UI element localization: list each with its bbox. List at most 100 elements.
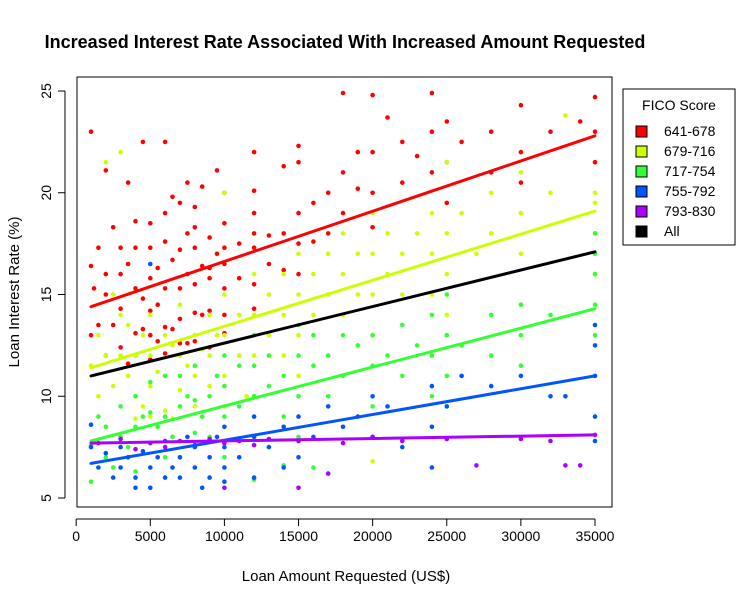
- point-641-678-129: [251, 231, 257, 236]
- point-641-678-86: [370, 149, 375, 155]
- point-679-716-28: [192, 373, 198, 379]
- point-641-678-117: [185, 341, 190, 346]
- point-755-792-3: [103, 450, 109, 456]
- point-641-678-19: [148, 245, 153, 250]
- point-679-716-96: [110, 292, 116, 297]
- point-641-678-68: [281, 231, 287, 236]
- legend-label-717-754: 717-754: [664, 163, 716, 179]
- legend-label-641-678: 641-678: [664, 123, 716, 139]
- point-717-754-74: [548, 312, 553, 318]
- point-793-830-22: [548, 438, 553, 444]
- legend-label-All: All: [664, 223, 680, 239]
- point-641-678-79: [325, 231, 331, 236]
- y-axis-label: Loan Interest Rate (%): [6, 217, 23, 368]
- point-641-678-111: [91, 286, 97, 291]
- trend-line-755-792: [89, 374, 597, 465]
- point-755-792-60: [592, 322, 598, 328]
- point-641-678-91: [400, 180, 405, 185]
- point-717-754-64: [429, 312, 435, 318]
- point-717-754-53: [325, 394, 331, 399]
- point-641-678-37: [185, 231, 190, 236]
- point-717-754-28: [199, 414, 205, 419]
- point-641-678-112: [110, 322, 116, 328]
- point-755-792-47: [400, 444, 405, 450]
- point-641-678-124: [162, 210, 168, 216]
- point-793-830-4: [162, 444, 168, 450]
- point-717-754-26: [192, 398, 198, 403]
- point-641-678-105: [548, 129, 553, 134]
- point-641-678-115: [155, 339, 160, 344]
- legend-label-793-830: 793-830: [664, 203, 716, 219]
- legend-swatch-755-792: [635, 185, 648, 198]
- point-679-716-2: [103, 159, 109, 165]
- legend-swatch-793-830: [635, 205, 648, 218]
- point-717-754-4: [103, 424, 109, 430]
- point-717-754-46: [296, 394, 301, 399]
- point-641-678-5: [103, 168, 109, 173]
- trend-line-641-678: [89, 134, 597, 309]
- point-717-754-42: [266, 383, 272, 389]
- point-717-754-39: [251, 363, 257, 369]
- point-717-754-16: [155, 424, 160, 430]
- point-755-792-25: [207, 475, 212, 480]
- legend-label-755-792: 755-792: [664, 183, 716, 199]
- point-641-678-77: [311, 239, 316, 244]
- point-641-678-55: [222, 312, 227, 318]
- point-679-716-40: [236, 312, 242, 318]
- point-641-678-100: [488, 129, 494, 134]
- point-755-792-59: [592, 414, 598, 419]
- point-755-792-38: [296, 414, 301, 419]
- point-793-830-21: [518, 436, 524, 442]
- point-679-716-52: [296, 292, 301, 297]
- point-641-678-122: [118, 271, 123, 277]
- point-717-754-47: [296, 353, 301, 358]
- point-641-678-104: [518, 180, 524, 185]
- point-755-792-5: [118, 444, 123, 450]
- point-717-754-19: [162, 373, 168, 379]
- point-641-678-110: [88, 332, 94, 338]
- point-755-792-34: [251, 414, 257, 419]
- point-641-678-71: [296, 210, 301, 216]
- point-641-678-98: [444, 200, 450, 206]
- point-679-716-37: [222, 373, 227, 379]
- point-641-678-94: [429, 129, 435, 134]
- x-tick-label-3: 15000: [279, 528, 318, 544]
- point-641-678-8: [118, 306, 123, 312]
- point-793-830-16: [340, 440, 346, 446]
- point-679-716-94: [444, 159, 450, 165]
- point-641-678-99: [459, 139, 464, 145]
- point-641-678-9: [118, 345, 123, 350]
- point-641-678-95: [429, 170, 435, 175]
- chart-title: Increased Interest Rate Associated With …: [45, 32, 646, 52]
- point-679-716-25: [177, 387, 183, 393]
- point-679-716-48: [281, 271, 287, 277]
- point-755-792-27: [222, 465, 227, 470]
- point-641-678-118: [199, 312, 205, 318]
- point-641-678-92: [414, 153, 420, 159]
- point-679-716-36: [222, 332, 227, 338]
- point-641-678-46: [199, 184, 205, 189]
- point-641-678-34: [177, 286, 183, 291]
- point-755-792-1: [88, 422, 94, 428]
- point-755-792-2: [96, 465, 101, 470]
- point-679-716-18: [155, 369, 160, 375]
- point-717-754-3: [103, 455, 109, 460]
- point-641-678-93: [429, 90, 435, 96]
- point-755-792-17: [170, 465, 175, 470]
- point-641-678-88: [370, 225, 375, 230]
- point-679-716-31: [207, 312, 212, 318]
- point-641-678-70: [281, 164, 287, 169]
- point-717-754-11: [133, 469, 138, 474]
- point-717-754-73: [518, 332, 524, 338]
- point-679-716-89: [592, 190, 598, 196]
- point-679-716-5: [118, 312, 123, 318]
- point-717-754-59: [370, 404, 375, 409]
- point-641-678-64: [251, 188, 257, 193]
- point-679-716-95: [96, 394, 101, 399]
- point-679-716-50: [281, 353, 287, 358]
- point-717-754-78: [592, 231, 598, 236]
- point-679-716-14: [148, 312, 153, 318]
- point-679-716-26: [185, 363, 190, 369]
- point-717-754-71: [488, 353, 494, 358]
- point-641-678-85: [370, 92, 375, 98]
